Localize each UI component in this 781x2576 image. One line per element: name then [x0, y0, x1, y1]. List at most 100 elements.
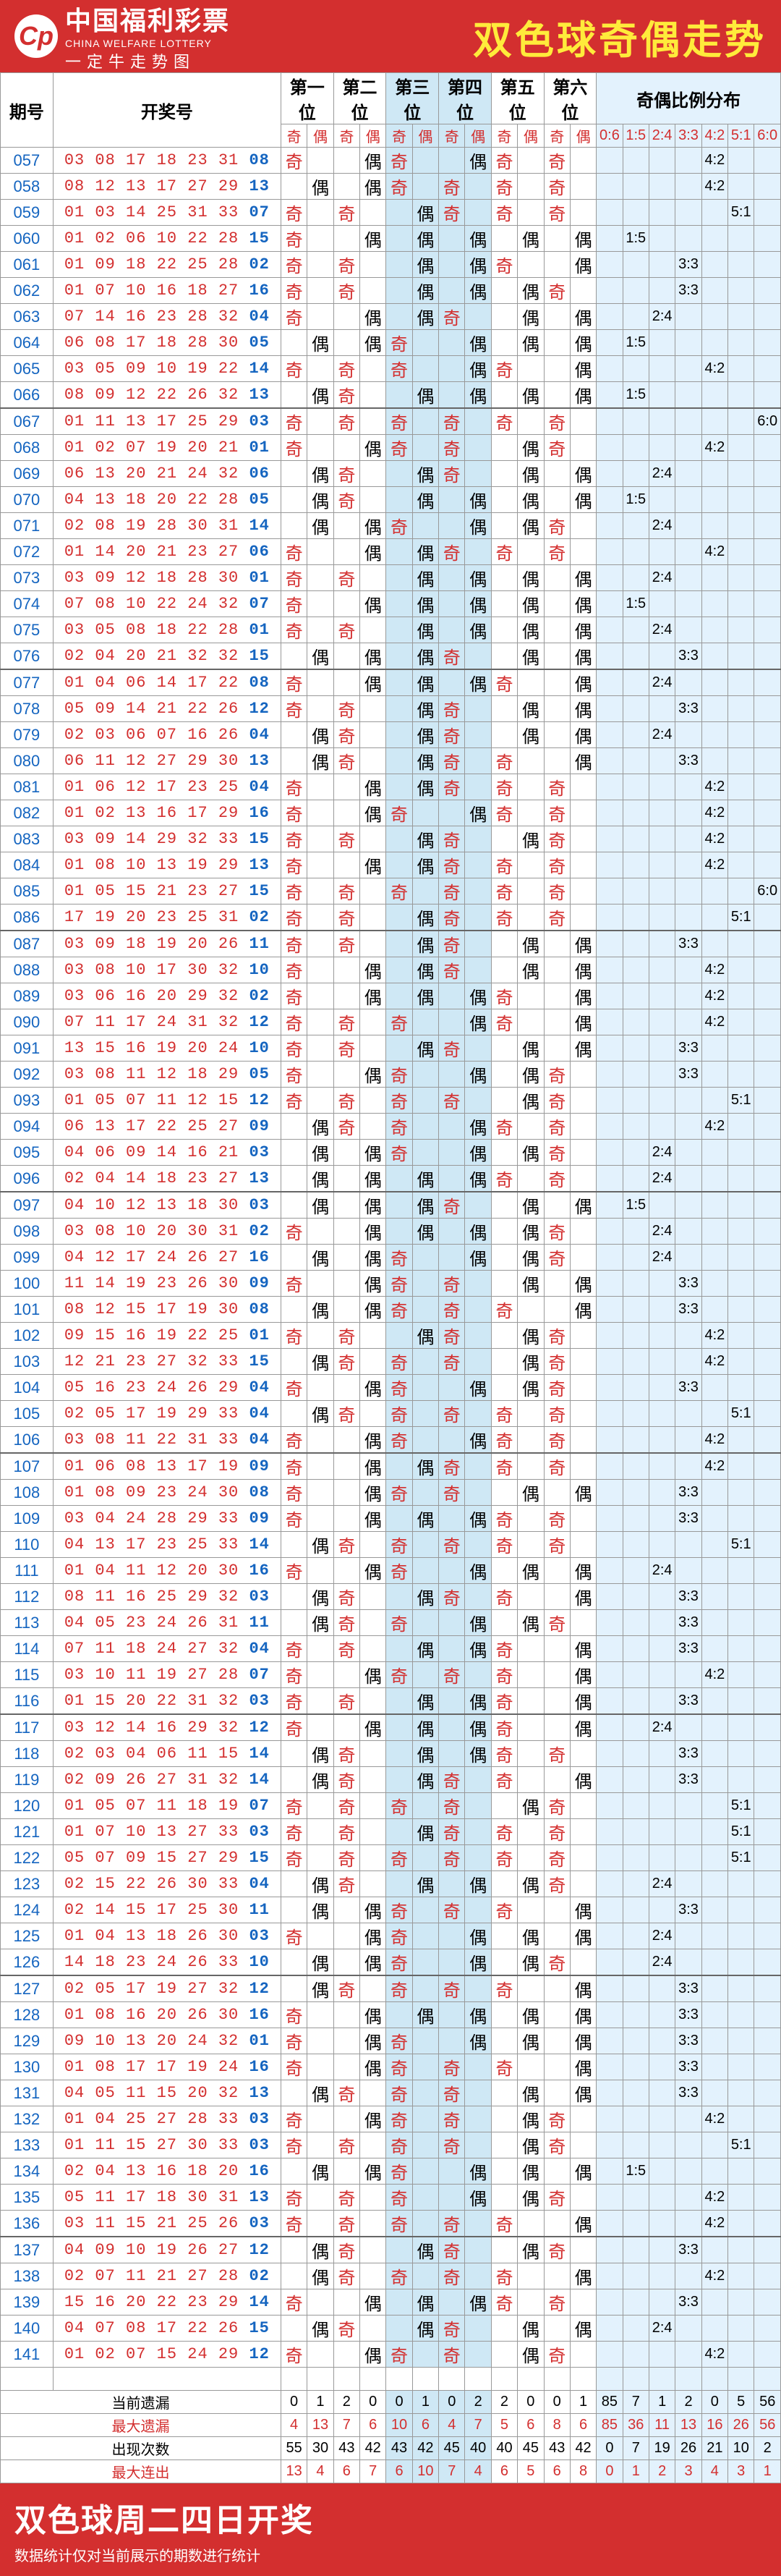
- nums-cell: 03 09 18 19 20 26 11: [53, 931, 281, 957]
- issue-cell: 093: [1, 1088, 54, 1114]
- nums-cell: 03 08 17 18 23 31 08: [53, 148, 281, 174]
- issue-cell: 090: [1, 1009, 54, 1035]
- issue-cell: 074: [1, 591, 54, 617]
- nums-cell: 01 06 12 17 23 25 04: [53, 774, 281, 800]
- issue-cell: 108: [1, 1480, 54, 1506]
- nums-cell: 01 08 17 17 19 24 16: [53, 2054, 281, 2080]
- nums-cell: 02 09 26 27 31 32 14: [53, 1767, 281, 1793]
- nums-cell: 02 04 13 16 18 20 16: [53, 2158, 281, 2185]
- issue-cell: 076: [1, 643, 54, 670]
- issue-cell: 059: [1, 200, 54, 226]
- nums-cell: 08 12 13 17 27 29 13: [53, 174, 281, 200]
- nums-cell: 05 09 14 21 22 26 12: [53, 696, 281, 722]
- issue-cell: 087: [1, 931, 54, 957]
- footer-sub: 数据统计仅对当前展示的期数进行统计: [14, 2544, 767, 2565]
- issue-cell: 103: [1, 1349, 54, 1375]
- issue-cell: 118: [1, 1741, 54, 1767]
- nums-cell: 01 11 15 27 30 33 03: [53, 2132, 281, 2158]
- footer-main: 双色球周二四日开奖: [14, 2494, 767, 2541]
- issue-cell: 077: [1, 669, 54, 696]
- stat-label: 最大遗漏: [1, 2414, 281, 2437]
- nums-cell: 01 04 06 14 17 22 08: [53, 669, 281, 696]
- issue-cell: 092: [1, 1062, 54, 1088]
- nums-cell: 03 05 08 18 22 28 01: [53, 617, 281, 643]
- issue-cell: 121: [1, 1819, 54, 1845]
- issue-cell: 062: [1, 278, 54, 304]
- nums-cell: 02 08 19 28 30 31 14: [53, 513, 281, 539]
- issue-cell: 115: [1, 1662, 54, 1688]
- issue-cell: 123: [1, 1871, 54, 1897]
- issue-cell: 133: [1, 2132, 54, 2158]
- issue-cell: 134: [1, 2158, 54, 2185]
- issue-cell: 071: [1, 513, 54, 539]
- nums-cell: 03 08 10 20 30 31 02: [53, 1219, 281, 1245]
- issue-cell: 078: [1, 696, 54, 722]
- nums-cell: 01 03 14 25 31 33 07: [53, 200, 281, 226]
- nums-cell: 02 04 20 21 32 32 15: [53, 643, 281, 670]
- nums-cell: 08 12 15 17 19 30 08: [53, 1297, 281, 1323]
- issue-cell: 069: [1, 461, 54, 487]
- nums-cell: 09 15 16 19 22 25 01: [53, 1323, 281, 1349]
- issue-cell: 089: [1, 983, 54, 1009]
- nums-cell: 12 21 23 27 32 33 15: [53, 1349, 281, 1375]
- issue-cell: 141: [1, 2342, 54, 2368]
- issue-cell: 096: [1, 1166, 54, 1192]
- nums-cell: 04 05 23 24 26 31 11: [53, 1610, 281, 1636]
- issue-cell: 065: [1, 356, 54, 382]
- nums-cell: 04 10 12 13 18 30 03: [53, 1192, 281, 1219]
- nums-cell: 04 06 09 14 16 21 03: [53, 1140, 281, 1166]
- nums-cell: 01 02 07 19 20 21 01: [53, 435, 281, 461]
- nums-cell: 01 15 20 22 31 32 03: [53, 1688, 281, 1715]
- nums-cell: 01 08 09 23 24 30 08: [53, 1480, 281, 1506]
- issue-cell: 085: [1, 878, 54, 904]
- issue-cell: 112: [1, 1584, 54, 1610]
- issue-cell: 075: [1, 617, 54, 643]
- nums-cell: 04 05 11 15 20 32 13: [53, 2080, 281, 2106]
- issue-cell: 099: [1, 1245, 54, 1271]
- nums-cell: 13 15 16 19 20 24 10: [53, 1035, 281, 1062]
- nums-cell: 01 05 07 11 12 15 12: [53, 1088, 281, 1114]
- issue-cell: 101: [1, 1297, 54, 1323]
- issue-cell: 068: [1, 435, 54, 461]
- nums-cell: 07 14 16 23 28 32 04: [53, 304, 281, 330]
- issue-cell: 063: [1, 304, 54, 330]
- nums-cell: 01 05 15 21 23 27 15: [53, 878, 281, 904]
- nums-cell: 03 04 24 28 29 33 09: [53, 1506, 281, 1532]
- nums-cell: 01 04 11 12 20 30 16: [53, 1558, 281, 1584]
- issue-cell: 116: [1, 1688, 54, 1715]
- nums-cell: 04 13 17 23 25 33 14: [53, 1532, 281, 1558]
- logo-en: CHINA WELFARE LOTTERY: [65, 38, 230, 49]
- nums-cell: 01 07 10 13 27 33 03: [53, 1819, 281, 1845]
- issue-cell: 131: [1, 2080, 54, 2106]
- issue-cell: 122: [1, 1845, 54, 1871]
- nums-cell: 06 11 12 27 29 30 13: [53, 748, 281, 774]
- nums-cell: 03 08 11 22 31 33 04: [53, 1427, 281, 1454]
- nums-cell: 03 12 14 16 29 32 12: [53, 1714, 281, 1741]
- issue-cell: 137: [1, 2237, 54, 2263]
- issue-cell: 058: [1, 174, 54, 200]
- issue-cell: 102: [1, 1323, 54, 1349]
- nums-cell: 03 10 11 19 27 28 07: [53, 1662, 281, 1688]
- issue-cell: 079: [1, 722, 54, 748]
- nums-cell: 01 11 13 17 25 29 03: [53, 408, 281, 435]
- issue-cell: 086: [1, 904, 54, 931]
- nums-cell: 03 06 16 20 29 32 02: [53, 983, 281, 1009]
- nums-cell: 02 03 06 07 16 26 04: [53, 722, 281, 748]
- issue-cell: 139: [1, 2289, 54, 2316]
- issue-cell: 072: [1, 539, 54, 565]
- nums-cell: 05 16 23 24 26 29 04: [53, 1375, 281, 1401]
- nums-cell: 01 05 07 11 18 19 07: [53, 1793, 281, 1819]
- nums-cell: 01 04 25 27 28 33 03: [53, 2106, 281, 2132]
- logo-icon: Cp: [14, 14, 58, 58]
- issue-cell: 129: [1, 2028, 54, 2054]
- issue-cell: 064: [1, 330, 54, 356]
- nums-cell: 11 14 19 23 26 30 09: [53, 1271, 281, 1297]
- issue-cell: 117: [1, 1714, 54, 1741]
- nums-cell: 04 12 17 24 26 27 16: [53, 1245, 281, 1271]
- issue-cell: 124: [1, 1897, 54, 1923]
- nums-cell: 02 03 04 06 11 15 14: [53, 1741, 281, 1767]
- nums-cell: 02 04 14 18 23 27 13: [53, 1166, 281, 1192]
- nums-cell: 03 09 12 18 28 30 01: [53, 565, 281, 591]
- nums-cell: 02 07 11 21 27 28 02: [53, 2263, 281, 2289]
- issue-cell: 140: [1, 2316, 54, 2342]
